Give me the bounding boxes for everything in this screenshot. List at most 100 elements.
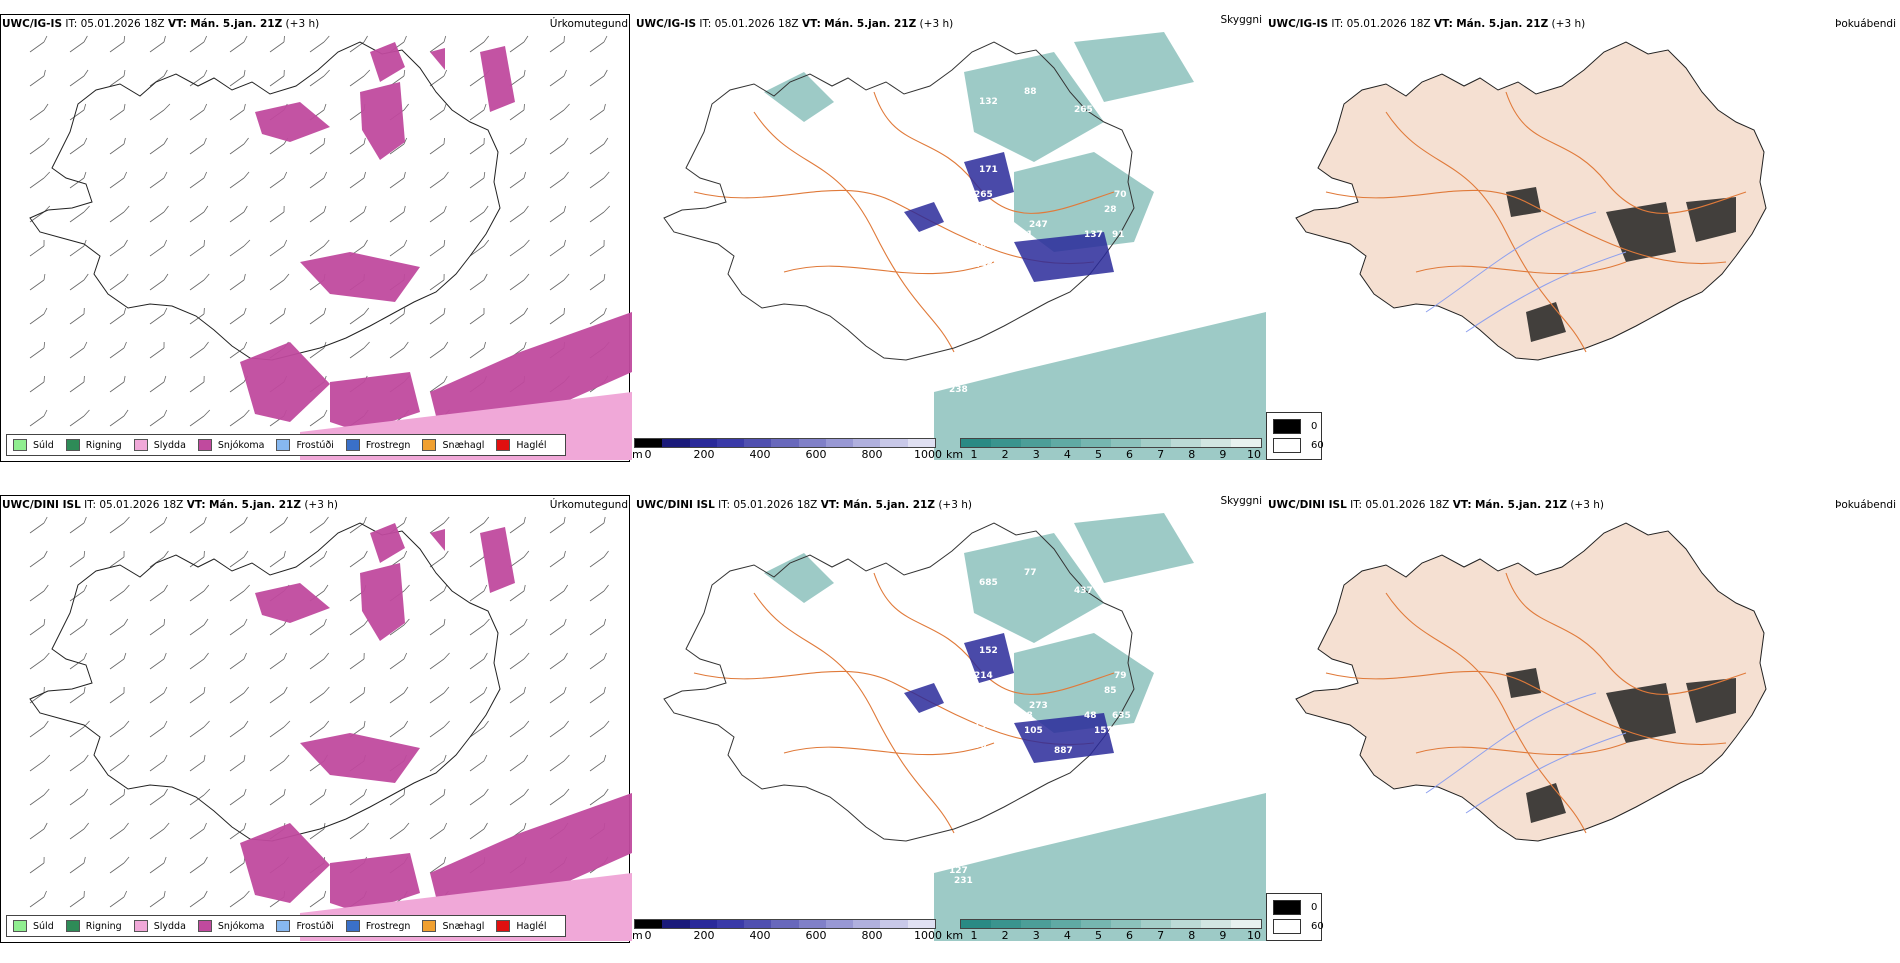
wind-barb	[310, 246, 324, 256]
wind-barb	[470, 659, 484, 669]
colorbar-tick: 10	[1247, 448, 1261, 461]
visibility-unit: km	[946, 929, 963, 942]
wind-barb	[110, 863, 124, 873]
wind-barb-flag	[484, 687, 487, 693]
fog-panel: UWC/DINI ISL IT: 05.01.2026 18Z VT: Mán.…	[1266, 493, 1900, 953]
wind-barb	[390, 693, 404, 703]
wind-barb	[230, 76, 244, 86]
wind-barb	[150, 591, 164, 601]
colorbar-tick: 800	[862, 929, 883, 942]
wind-barb	[190, 897, 204, 907]
colorbar-tick: 1	[971, 448, 978, 461]
wind-barb-flag	[364, 551, 367, 557]
valid-time-label: VT:	[1453, 499, 1472, 511]
wind-barb-flag	[204, 517, 206, 523]
wind-barb-flag	[84, 687, 85, 693]
wind-barb-flag	[364, 36, 368, 42]
wind-barb	[110, 727, 124, 737]
wind-barb-flag	[244, 891, 249, 897]
wind-barb-flag	[524, 36, 528, 42]
wind-barb-flag	[404, 585, 410, 591]
wind-barb	[270, 178, 284, 188]
cloud-base-label: 88	[1024, 87, 1037, 97]
wind-barb	[430, 591, 444, 601]
wind-barb	[550, 178, 564, 188]
lead-time: (+3 h)	[938, 499, 972, 511]
wind-barb	[390, 314, 404, 324]
wind-barb	[190, 280, 204, 290]
wind-barb	[30, 625, 44, 635]
wind-barb-flag	[404, 206, 405, 212]
wind-barb-flag	[524, 342, 526, 348]
panel-header: UWC/IG-IS IT: 05.01.2026 18Z VT: Mán. 5.…	[1268, 18, 1896, 31]
wind-barb-flag	[324, 517, 328, 523]
wind-barb	[430, 795, 444, 805]
cloud-base-label: 448	[974, 260, 993, 270]
wind-barb-flag	[604, 172, 609, 178]
colorbar-tick: 0	[645, 448, 652, 461]
precip-legend-label: Rigning	[86, 921, 122, 932]
wind-barb	[30, 761, 44, 771]
wind-barb-flag	[564, 138, 568, 144]
wind-barb-flag	[444, 687, 449, 693]
lead-time: (+3 h)	[1552, 18, 1586, 30]
wind-barb	[70, 795, 84, 805]
wind-barb	[190, 659, 204, 669]
colorbar-cell	[744, 920, 771, 928]
init-time: IT: 05.01.2026 18Z	[65, 18, 164, 30]
fog-legend-max-value: 60	[1311, 921, 1324, 932]
wind-barb-flag	[44, 585, 48, 591]
wind-barb	[150, 76, 164, 86]
precip-legend-swatch	[276, 439, 290, 451]
wind-barb-flag	[204, 206, 208, 212]
cloud-base-label: 685	[979, 578, 998, 588]
wind-barb-flag	[164, 755, 167, 761]
colorbar-cell	[826, 920, 853, 928]
wind-barb-flag	[404, 240, 407, 246]
cloud-base-label: 157	[979, 215, 998, 225]
wind-barb-flag	[244, 172, 249, 178]
wind-barb	[470, 625, 484, 635]
wind-barb	[230, 144, 244, 154]
precip-legend-item: Slydda	[134, 920, 186, 932]
wind-barb-flag	[244, 755, 245, 761]
wind-barb	[110, 625, 124, 635]
wind-barb-flag	[204, 619, 208, 625]
precip-legend-swatch	[496, 920, 510, 932]
wind-barb	[110, 761, 124, 771]
valid-time: Mán. 5.jan. 21Z	[1475, 499, 1567, 511]
wind-barb-flag	[484, 104, 486, 110]
wind-barb	[350, 348, 364, 358]
lead-time: (+3 h)	[304, 499, 338, 511]
wind-barb	[150, 178, 164, 188]
cloud-base-unit: m	[632, 929, 643, 942]
cloud-base-label: 203	[979, 696, 998, 706]
valid-time-label: VT:	[802, 18, 821, 30]
wind-barb-flag	[484, 585, 487, 591]
wind-barb-flag	[244, 104, 245, 110]
cloud-base-label: 152	[979, 646, 998, 656]
wind-barb	[430, 727, 444, 737]
wind-barb	[30, 76, 44, 86]
wind-barb-flag	[524, 240, 529, 246]
wind-barb	[430, 557, 444, 567]
wind-barb	[510, 591, 524, 601]
wind-barb-flag	[124, 104, 125, 110]
wind-barb-flag	[124, 891, 127, 897]
wind-barb	[110, 795, 124, 805]
cloud-base-label: 185	[954, 616, 973, 626]
fog-legend-min-value: 0	[1311, 902, 1317, 913]
wind-barb	[470, 178, 484, 188]
wind-barb	[470, 76, 484, 86]
valid-time-label: VT:	[1434, 18, 1453, 30]
wind-barb-flag	[244, 274, 245, 280]
wind-barb-flag	[484, 517, 489, 523]
wind-barb-flag	[84, 823, 89, 829]
wind-barb-flag	[564, 172, 569, 178]
precip-legend-item: Snæhagl	[422, 920, 484, 932]
wind-barb-flag	[444, 104, 446, 110]
colorbar-cell	[880, 439, 907, 447]
colorbar-tick: 2	[1002, 929, 1009, 942]
wind-barb-flag	[284, 551, 285, 557]
wind-barb-flag	[244, 721, 248, 727]
